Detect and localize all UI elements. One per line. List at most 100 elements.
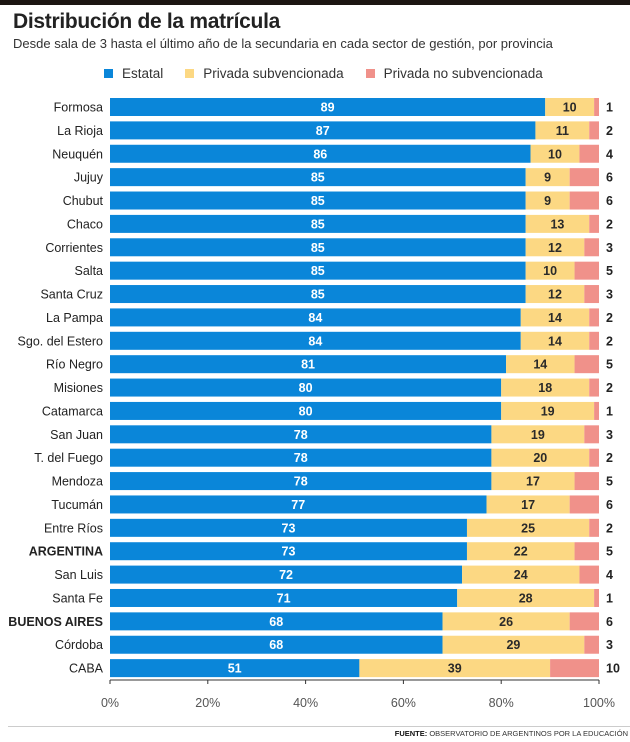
data-label: 28 (519, 591, 533, 605)
bar-segment (525, 168, 570, 187)
data-label: 5 (606, 475, 613, 489)
data-label: 6 (606, 498, 613, 512)
x-tick-label: 40% (293, 696, 318, 710)
data-label: 86 (313, 147, 327, 161)
data-label: 10 (606, 662, 620, 676)
bar-segment (462, 565, 580, 584)
bar-segment (110, 425, 492, 444)
category-label: Río Negro (46, 358, 103, 372)
category-label: Jujuy (74, 171, 104, 185)
bar-segment (491, 425, 585, 444)
data-label: 80 (299, 404, 313, 418)
data-label: 85 (311, 264, 325, 278)
bar-segment (110, 168, 526, 187)
data-label: 29 (506, 638, 520, 652)
data-label: 78 (294, 475, 308, 489)
x-tick-label: 100% (583, 696, 615, 710)
bar-segment (110, 144, 531, 163)
bar-segment (110, 261, 526, 280)
legend-item-estatal: Estatal (104, 66, 163, 81)
data-label: 78 (294, 451, 308, 465)
data-label: 84 (308, 334, 322, 348)
bar-segment (110, 635, 443, 654)
data-label: 73 (282, 521, 296, 535)
data-label: 5 (606, 358, 613, 372)
category-label: San Juan (50, 428, 103, 442)
bar-segment (442, 635, 585, 654)
data-label: 3 (606, 241, 613, 255)
data-label: 6 (606, 171, 613, 185)
category-label: Misiones (54, 381, 103, 395)
bar-segment (110, 308, 521, 327)
category-label: Santa Cruz (40, 288, 103, 302)
data-label: 10 (543, 264, 557, 278)
bar-segment (110, 588, 458, 607)
bar-segment (589, 448, 599, 467)
bar-segment (110, 378, 502, 397)
data-label: 73 (282, 545, 296, 559)
divider (8, 726, 630, 727)
data-label: 1 (606, 591, 613, 605)
bar-segment (110, 285, 526, 304)
bar-segment (525, 261, 575, 280)
data-label: 3 (606, 638, 613, 652)
category-label: BUENOS AIRES (8, 615, 103, 629)
data-label: 11 (556, 124, 569, 138)
data-label: 18 (538, 381, 552, 395)
data-label: 4 (606, 147, 613, 161)
data-label: 24 (514, 568, 528, 582)
category-label: San Luis (54, 568, 103, 582)
category-label: La Pampa (46, 311, 103, 325)
data-label: 2 (606, 334, 613, 348)
data-label: 10 (548, 147, 562, 161)
category-label: Chaco (67, 217, 103, 231)
x-tick-label: 80% (489, 696, 514, 710)
bar-segment (589, 308, 599, 327)
bar-segment (589, 121, 599, 140)
bar-segment (525, 285, 585, 304)
category-label: ARGENTINA (29, 545, 103, 559)
data-label: 89 (321, 101, 335, 115)
bar-segment (501, 401, 595, 420)
bar-segment (110, 214, 526, 233)
bar-segment (584, 238, 599, 257)
bar-segment (589, 378, 599, 397)
data-label: 85 (311, 217, 325, 231)
data-label: 26 (499, 615, 513, 629)
data-label: 71 (277, 591, 291, 605)
bar-segment (569, 612, 599, 631)
data-label: 1 (606, 101, 613, 115)
bar-segment (550, 659, 599, 678)
data-label: 80 (299, 381, 313, 395)
bar-segment (579, 144, 599, 163)
legend-swatch (104, 69, 113, 78)
bar-segment (359, 659, 551, 678)
data-label: 1 (606, 404, 613, 418)
category-label: Sgo. del Estero (18, 334, 104, 348)
bar-segment (110, 238, 526, 257)
bar-segment (520, 331, 590, 350)
bar-segment (110, 472, 492, 491)
data-label: 2 (606, 381, 613, 395)
data-label: 81 (301, 358, 315, 372)
bar-segment (594, 401, 599, 420)
data-label: 85 (311, 288, 325, 302)
bar-segment (594, 588, 599, 607)
data-label: 2 (606, 451, 613, 465)
data-label: 13 (550, 217, 564, 231)
bar-segment (525, 238, 585, 257)
legend-swatch (185, 69, 195, 78)
x-tick-label: 20% (195, 696, 220, 710)
bar-segment (110, 542, 467, 561)
category-label: Neuquén (52, 147, 103, 161)
data-label: 10 (563, 101, 577, 115)
category-label: La Rioja (57, 124, 103, 138)
bar-segment (110, 355, 507, 374)
data-label: 6 (606, 615, 613, 629)
bar-segment (110, 331, 521, 350)
bar-segment (442, 612, 570, 631)
bar-segment (110, 191, 526, 210)
bar-segment (110, 518, 467, 537)
bar-segment (520, 308, 590, 327)
category-label: Chubut (63, 194, 104, 208)
